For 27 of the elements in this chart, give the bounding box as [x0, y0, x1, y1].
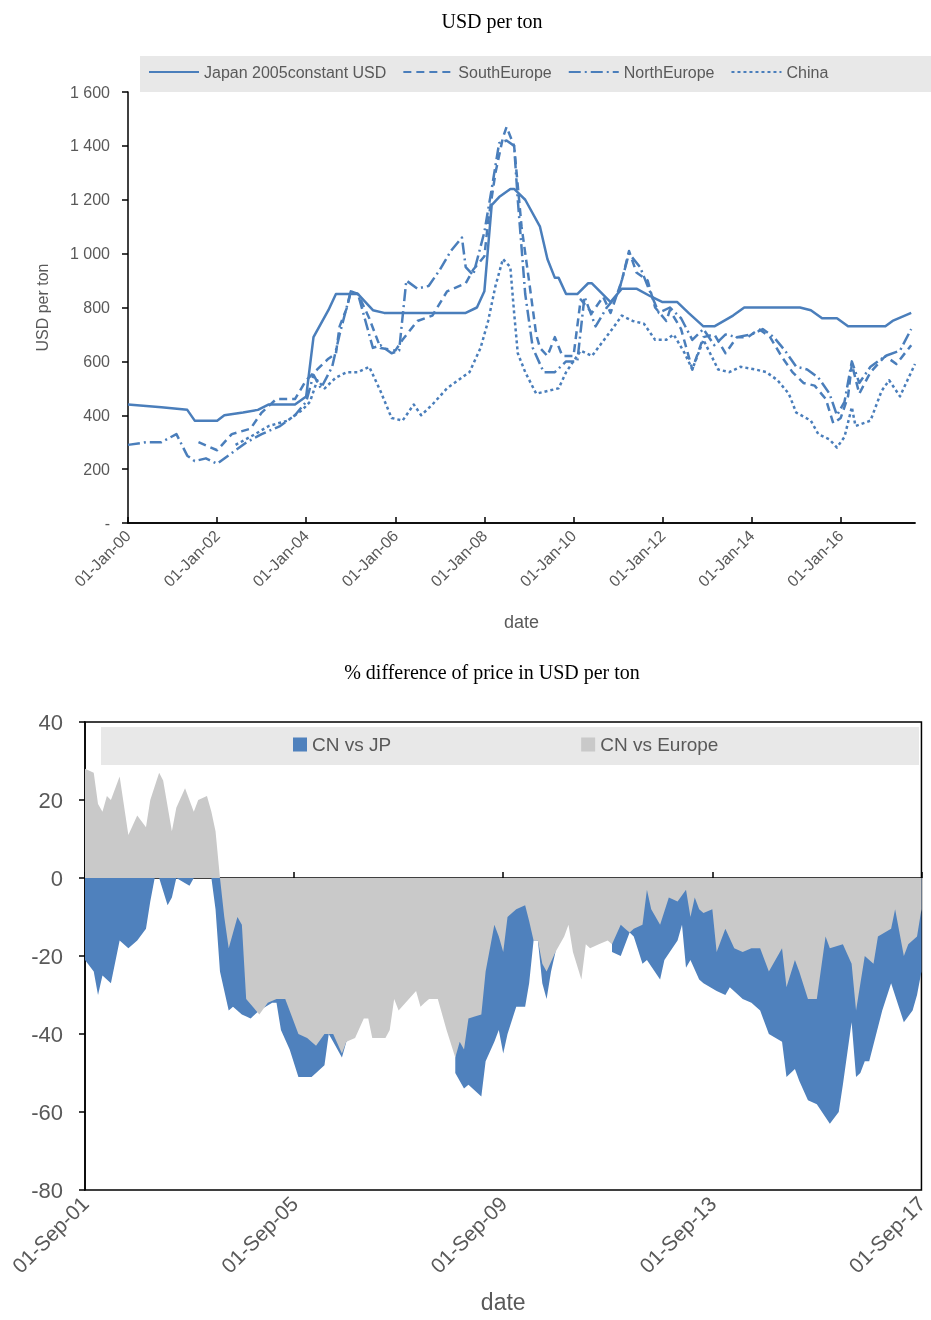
chart-title: USD per ton	[441, 10, 543, 33]
y-tick-label: -40	[31, 1021, 63, 1047]
legend-label: CN vs JP	[312, 734, 392, 755]
chart-title: % difference of price in USD per ton	[344, 661, 640, 684]
y-tick-label: 1 200	[69, 191, 111, 209]
y-tick-label: -60	[31, 1099, 63, 1125]
legend-label: CN vs Europe	[600, 734, 719, 755]
legend-label: China	[786, 63, 829, 81]
legend-label: Japan 2005constant USD	[204, 63, 387, 81]
y-tick-label: 600	[83, 352, 111, 370]
y-axis-title: USD per ton	[33, 263, 51, 352]
y-tick-label: -80	[31, 1177, 63, 1203]
y-tick-label: 400	[83, 406, 111, 424]
y-tick-label: 1 000	[69, 245, 111, 263]
y-tick-label: 20	[38, 787, 63, 813]
y-tick-label: -20	[31, 943, 63, 969]
legend-label: NorthEurope	[623, 63, 715, 81]
x-axis-title: date	[503, 612, 540, 632]
y-tick-label: 40	[38, 709, 63, 735]
y-tick-label: 1 400	[69, 137, 111, 155]
x-axis-title: date	[480, 1288, 526, 1315]
y-tick-label: 800	[83, 299, 111, 316]
y-tick-label: 0	[50, 865, 63, 891]
y-tick-label: -	[104, 514, 110, 532]
y-tick-label: 200	[83, 460, 111, 478]
y-tick-label: 1 600	[69, 83, 111, 101]
legend-label: SouthEurope	[458, 63, 552, 81]
